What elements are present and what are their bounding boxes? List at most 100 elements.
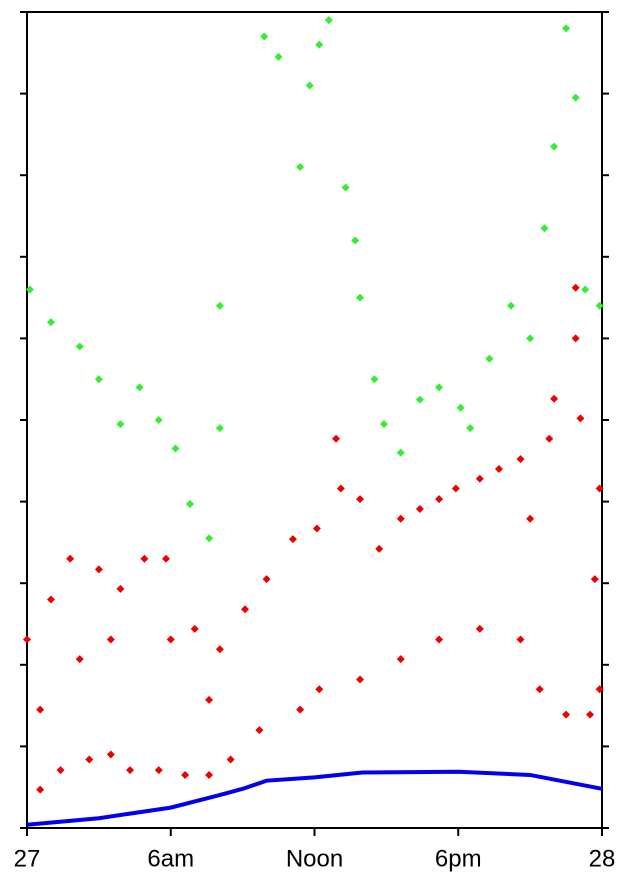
point xyxy=(590,575,599,584)
point xyxy=(312,524,321,533)
point xyxy=(288,535,297,544)
point xyxy=(215,645,224,654)
point xyxy=(106,635,115,644)
point xyxy=(75,655,84,664)
point xyxy=(36,785,45,794)
point xyxy=(126,766,135,775)
point xyxy=(475,474,484,483)
point xyxy=(396,448,405,457)
point xyxy=(351,236,360,245)
point xyxy=(535,685,544,694)
point xyxy=(595,301,604,310)
point xyxy=(315,685,324,694)
point xyxy=(494,464,503,473)
point xyxy=(332,434,341,443)
point xyxy=(435,383,444,392)
plot-frame xyxy=(26,11,603,829)
point xyxy=(451,484,460,493)
point xyxy=(435,495,444,504)
point xyxy=(466,424,475,433)
point xyxy=(23,635,31,644)
point xyxy=(226,755,235,764)
point xyxy=(25,285,34,294)
point xyxy=(396,655,405,664)
point xyxy=(526,334,535,343)
point xyxy=(116,420,125,429)
x-tick-label: Noon xyxy=(286,845,343,872)
point xyxy=(356,675,365,684)
point xyxy=(516,455,525,464)
point xyxy=(181,770,190,779)
point xyxy=(140,554,149,563)
point xyxy=(506,301,515,310)
line xyxy=(26,769,603,827)
point xyxy=(75,342,84,351)
point xyxy=(595,685,604,694)
point xyxy=(94,565,103,574)
point xyxy=(379,420,388,429)
point xyxy=(166,635,175,644)
point xyxy=(435,635,444,644)
x-tick-label: 6am xyxy=(147,845,194,872)
point xyxy=(106,750,115,759)
point xyxy=(205,770,214,779)
point xyxy=(135,383,144,392)
point xyxy=(485,354,494,363)
point xyxy=(375,544,384,553)
point xyxy=(571,334,580,343)
point xyxy=(36,705,45,714)
point xyxy=(324,16,333,25)
point xyxy=(562,710,571,719)
point xyxy=(205,695,214,704)
point xyxy=(260,32,269,41)
x-tick-label: 27 xyxy=(14,845,41,872)
point xyxy=(550,142,559,151)
point xyxy=(262,575,271,584)
point xyxy=(56,766,65,775)
point xyxy=(305,81,314,90)
x-tick-label: 6pm xyxy=(435,845,482,872)
point xyxy=(190,624,199,633)
point xyxy=(315,40,324,49)
point xyxy=(456,403,465,412)
point xyxy=(161,554,170,563)
point xyxy=(516,635,525,644)
point xyxy=(581,285,590,294)
point xyxy=(154,416,163,424)
point xyxy=(46,318,55,327)
point xyxy=(296,705,305,714)
point xyxy=(341,183,350,192)
point xyxy=(396,514,405,523)
point xyxy=(85,755,94,764)
point xyxy=(296,163,305,172)
point xyxy=(116,584,125,593)
point xyxy=(415,395,424,404)
point xyxy=(46,595,55,604)
point xyxy=(415,504,424,513)
point xyxy=(475,624,484,633)
point xyxy=(274,52,283,61)
point xyxy=(526,514,535,523)
point xyxy=(571,93,580,102)
point xyxy=(215,424,224,433)
point xyxy=(356,495,365,504)
point xyxy=(185,500,194,509)
point xyxy=(94,375,103,384)
point xyxy=(66,554,75,563)
point xyxy=(154,766,163,775)
point xyxy=(370,375,379,384)
point xyxy=(576,414,585,423)
point xyxy=(571,283,580,292)
point xyxy=(255,726,264,735)
point xyxy=(540,224,549,233)
point xyxy=(550,394,559,403)
point xyxy=(545,434,554,443)
point xyxy=(356,293,365,302)
point xyxy=(171,444,180,453)
point xyxy=(336,484,345,493)
point xyxy=(595,484,604,493)
point xyxy=(205,534,214,543)
x-tick-label: 28 xyxy=(589,845,616,872)
